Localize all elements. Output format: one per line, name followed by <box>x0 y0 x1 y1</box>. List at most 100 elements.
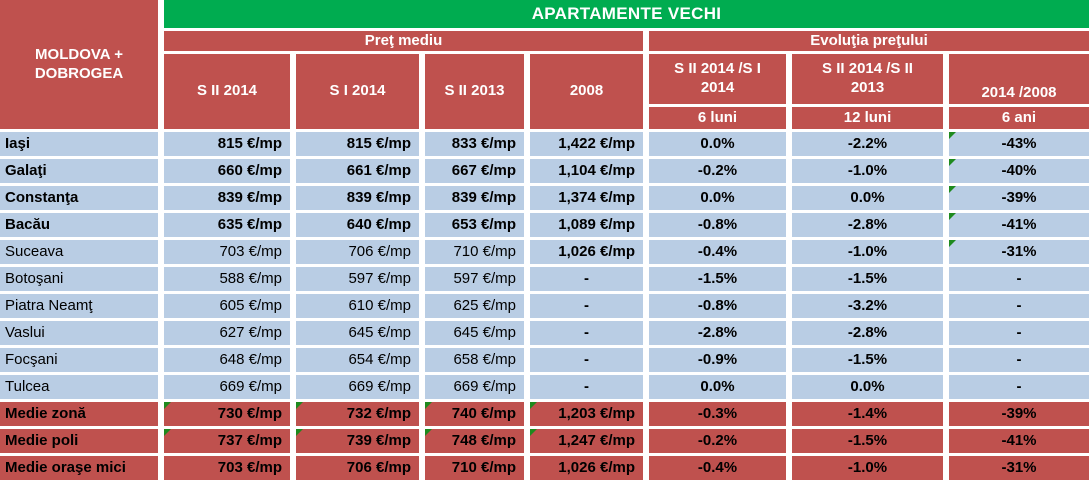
cell-price-2008[interactable]: 1,247 €/mp <box>530 429 643 453</box>
cell-evolution-12-months[interactable]: -1.4% <box>792 402 943 426</box>
cell-price-s1-2014[interactable]: 732 €/mp <box>296 402 419 426</box>
cell-price-s2-2014[interactable]: 660 €/mp <box>164 159 290 183</box>
cell-price-s1-2014[interactable]: 661 €/mp <box>296 159 419 183</box>
cell-evolution-12-months[interactable]: -2.2% <box>792 132 943 156</box>
cell-price-s2-2014[interactable]: 815 €/mp <box>164 132 290 156</box>
cell-city-name[interactable]: Vaslui <box>0 321 158 345</box>
cell-city-name[interactable]: Constanţa <box>0 186 158 210</box>
cell-price-s2-2014[interactable]: 839 €/mp <box>164 186 290 210</box>
cell-evolution-12-months[interactable]: -1.5% <box>792 429 943 453</box>
column-header-s2-2014-vs-s1-2014[interactable]: S II 2014 /S I 2014 <box>649 54 786 104</box>
cell-evolution-6-months[interactable]: -0.4% <box>649 456 786 480</box>
cell-evolution-6-months[interactable]: -0.2% <box>649 429 786 453</box>
cell-city-name[interactable]: Focşani <box>0 348 158 372</box>
cell-city-name[interactable]: Medie poli <box>0 429 158 453</box>
cell-price-s1-2014[interactable]: 669 €/mp <box>296 375 419 399</box>
cell-evolution-12-months[interactable]: -2.8% <box>792 213 943 237</box>
cell-evolution-12-months[interactable]: 0.0% <box>792 186 943 210</box>
cell-city-name[interactable]: Iaşi <box>0 132 158 156</box>
cell-evolution-6-months[interactable]: -0.8% <box>649 294 786 318</box>
cell-evolution-6-years[interactable]: - <box>949 321 1089 345</box>
period-header-6-months[interactable]: 6 luni <box>649 107 786 129</box>
cell-evolution-12-months[interactable]: -1.0% <box>792 456 943 480</box>
column-header-s2-2013[interactable]: S II 2013 <box>425 54 524 129</box>
cell-price-s2-2013[interactable]: 710 €/mp <box>425 240 524 264</box>
cell-price-2008[interactable]: 1,026 €/mp <box>530 456 643 480</box>
cell-evolution-6-years[interactable]: -39% <box>949 186 1089 210</box>
cell-city-name[interactable]: Tulcea <box>0 375 158 399</box>
column-header-s2-2014[interactable]: S II 2014 <box>164 54 290 129</box>
cell-price-s2-2013[interactable]: 625 €/mp <box>425 294 524 318</box>
cell-city-name[interactable]: Botoşani <box>0 267 158 291</box>
cell-price-2008[interactable]: - <box>530 348 643 372</box>
column-header-2008[interactable]: 2008 <box>530 54 643 129</box>
cell-price-s2-2014[interactable]: 588 €/mp <box>164 267 290 291</box>
cell-evolution-6-months[interactable]: -0.3% <box>649 402 786 426</box>
cell-price-s2-2013[interactable]: 653 €/mp <box>425 213 524 237</box>
cell-price-s1-2014[interactable]: 597 €/mp <box>296 267 419 291</box>
cell-evolution-6-years[interactable]: - <box>949 348 1089 372</box>
cell-price-s2-2014[interactable]: 605 €/mp <box>164 294 290 318</box>
cell-price-s2-2013[interactable]: 645 €/mp <box>425 321 524 345</box>
cell-price-s2-2014[interactable]: 737 €/mp <box>164 429 290 453</box>
cell-evolution-6-months[interactable]: 0.0% <box>649 186 786 210</box>
cell-evolution-6-years[interactable]: -41% <box>949 213 1089 237</box>
cell-city-name[interactable]: Bacău <box>0 213 158 237</box>
cell-evolution-12-months[interactable]: -1.0% <box>792 240 943 264</box>
column-header-2014-vs-2008[interactable]: 2014 /2008 <box>949 54 1089 104</box>
cell-price-2008[interactable]: 1,104 €/mp <box>530 159 643 183</box>
cell-price-s2-2013[interactable]: 839 €/mp <box>425 186 524 210</box>
region-header-cell[interactable]: MOLDOVA + DOBROGEA <box>0 0 158 129</box>
cell-price-s2-2013[interactable]: 740 €/mp <box>425 402 524 426</box>
cell-price-s1-2014[interactable]: 706 €/mp <box>296 240 419 264</box>
cell-evolution-6-years[interactable]: -39% <box>949 402 1089 426</box>
cell-price-2008[interactable]: 1,089 €/mp <box>530 213 643 237</box>
cell-price-s2-2014[interactable]: 703 €/mp <box>164 456 290 480</box>
column-header-s2-2014-vs-s2-2013[interactable]: S II 2014 /S II 2013 <box>792 54 943 104</box>
cell-price-s2-2013[interactable]: 748 €/mp <box>425 429 524 453</box>
cell-evolution-12-months[interactable]: -3.2% <box>792 294 943 318</box>
cell-price-2008[interactable]: - <box>530 321 643 345</box>
cell-price-s2-2014[interactable]: 703 €/mp <box>164 240 290 264</box>
period-header-12-months[interactable]: 12 luni <box>792 107 943 129</box>
cell-price-s2-2013[interactable]: 833 €/mp <box>425 132 524 156</box>
cell-price-2008[interactable]: 1,422 €/mp <box>530 132 643 156</box>
cell-city-name[interactable]: Medie oraşe mici <box>0 456 158 480</box>
cell-price-s1-2014[interactable]: 706 €/mp <box>296 456 419 480</box>
cell-price-2008[interactable]: - <box>530 294 643 318</box>
cell-city-name[interactable]: Medie zonă <box>0 402 158 426</box>
group-header-average-price[interactable]: Preţ mediu <box>164 31 643 51</box>
cell-city-name[interactable]: Galaţi <box>0 159 158 183</box>
cell-price-2008[interactable]: - <box>530 375 643 399</box>
cell-price-s1-2014[interactable]: 739 €/mp <box>296 429 419 453</box>
cell-evolution-12-months[interactable]: -2.8% <box>792 321 943 345</box>
period-header-6-years[interactable]: 6 ani <box>949 107 1089 129</box>
group-header-price-evolution[interactable]: Evoluţia preţului <box>649 31 1089 51</box>
cell-price-s1-2014[interactable]: 640 €/mp <box>296 213 419 237</box>
cell-evolution-6-years[interactable]: - <box>949 294 1089 318</box>
table-title-cell[interactable]: APARTAMENTE VECHI <box>164 0 1089 28</box>
cell-price-s1-2014[interactable]: 654 €/mp <box>296 348 419 372</box>
cell-price-s2-2014[interactable]: 648 €/mp <box>164 348 290 372</box>
cell-evolution-6-years[interactable]: - <box>949 267 1089 291</box>
cell-evolution-6-years[interactable]: -40% <box>949 159 1089 183</box>
cell-evolution-12-months[interactable]: -1.0% <box>792 159 943 183</box>
cell-price-2008[interactable]: 1,026 €/mp <box>530 240 643 264</box>
cell-price-2008[interactable]: - <box>530 267 643 291</box>
cell-evolution-6-months[interactable]: -0.8% <box>649 213 786 237</box>
cell-price-s2-2014[interactable]: 730 €/mp <box>164 402 290 426</box>
cell-evolution-6-months[interactable]: -1.5% <box>649 267 786 291</box>
cell-price-2008[interactable]: 1,374 €/mp <box>530 186 643 210</box>
cell-evolution-6-months[interactable]: 0.0% <box>649 375 786 399</box>
cell-price-s2-2013[interactable]: 669 €/mp <box>425 375 524 399</box>
cell-evolution-6-years[interactable]: -41% <box>949 429 1089 453</box>
cell-city-name[interactable]: Suceava <box>0 240 158 264</box>
cell-price-s2-2014[interactable]: 635 €/mp <box>164 213 290 237</box>
cell-evolution-6-years[interactable]: -31% <box>949 456 1089 480</box>
cell-evolution-6-years[interactable]: -31% <box>949 240 1089 264</box>
cell-price-s2-2014[interactable]: 627 €/mp <box>164 321 290 345</box>
cell-city-name[interactable]: Piatra Neamţ <box>0 294 158 318</box>
cell-price-s2-2013[interactable]: 658 €/mp <box>425 348 524 372</box>
cell-evolution-6-years[interactable]: - <box>949 375 1089 399</box>
cell-evolution-12-months[interactable]: -1.5% <box>792 267 943 291</box>
